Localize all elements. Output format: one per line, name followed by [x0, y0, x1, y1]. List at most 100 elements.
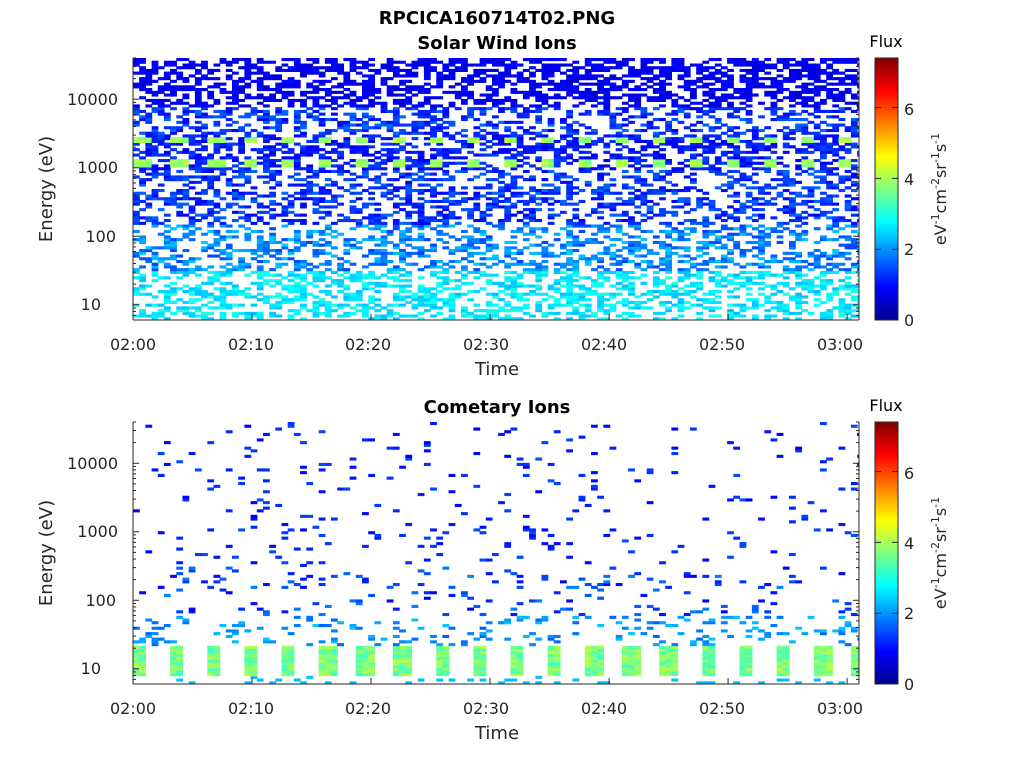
heatmap-cell [244, 227, 252, 231]
heatmap-cell [801, 101, 809, 105]
heatmap-cell [597, 265, 604, 269]
heatmap-cell [696, 139, 703, 143]
heatmap-cell [671, 227, 679, 231]
heatmap-cell [714, 126, 722, 130]
heatmap-cell [659, 79, 666, 83]
heatmap-cell [677, 74, 685, 78]
heatmap-cell [225, 202, 233, 206]
heatmap-cell [182, 63, 190, 67]
heatmap-cell [275, 88, 283, 92]
heatmap-cell [739, 303, 747, 307]
heatmap-cell [764, 317, 772, 320]
heatmap-cell [355, 276, 363, 280]
heatmap-cell [473, 74, 481, 78]
heatmap-cell [133, 221, 140, 225]
heatmap-cell [151, 167, 159, 171]
heatmap-cell [324, 276, 332, 280]
heatmap-cell [250, 79, 258, 83]
heatmap-cell [287, 300, 295, 304]
heatmap-cell [733, 191, 741, 195]
heatmap-cell [677, 104, 685, 108]
heatmap-cell [194, 298, 202, 302]
heatmap-cell [764, 265, 772, 269]
heatmap-cell [677, 167, 685, 171]
heatmap-cell [232, 169, 239, 173]
heatmap-cell [306, 229, 314, 233]
heatmap-cell [597, 281, 604, 285]
heatmap-cell [498, 142, 505, 146]
heatmap-cell [615, 139, 623, 143]
heatmap-cell [566, 281, 573, 285]
heatmap-cell [504, 210, 512, 214]
heatmap-cell [628, 156, 635, 160]
heatmap-cell [170, 159, 177, 163]
heatmap-cell [417, 254, 425, 258]
heatmap-cell [485, 88, 493, 92]
heatmap-cell [615, 254, 623, 258]
heatmap-cell [782, 281, 790, 285]
heatmap-cell [213, 131, 221, 135]
heatmap-cell [751, 197, 759, 201]
heatmap-cell [275, 172, 283, 176]
heatmap-cell [250, 221, 258, 225]
heatmap-cell [355, 292, 363, 296]
heatmap-cell [368, 213, 375, 217]
heatmap-cell [238, 205, 245, 209]
heatmap-cell [256, 88, 264, 92]
heatmap-cell [498, 180, 505, 184]
heatmap-cell [225, 262, 233, 266]
heatmap-cell [337, 120, 344, 124]
heatmap-cell [170, 197, 177, 201]
heatmap-cell [696, 311, 703, 315]
heatmap-cell [207, 96, 215, 100]
heatmap-cell [182, 96, 190, 100]
heatmap-cell [374, 298, 382, 302]
heatmap-cell [399, 295, 406, 299]
heatmap-cell [225, 142, 233, 146]
heatmap-cell [492, 199, 499, 203]
heatmap-cell [293, 273, 301, 277]
heatmap-cell [244, 159, 252, 163]
heatmap-cell [745, 142, 753, 146]
heatmap-cell [492, 309, 499, 313]
heatmap-cell [584, 303, 592, 307]
heatmap-cell [318, 243, 326, 247]
heatmap-cell [770, 139, 778, 143]
heatmap-cell [331, 139, 338, 143]
heatmap-cell [454, 292, 462, 296]
heatmap-cell [461, 118, 468, 122]
heatmap-cell [188, 210, 196, 214]
heatmap-cell [671, 169, 679, 173]
heatmap-cell [479, 71, 487, 75]
heatmap-cell [232, 142, 239, 146]
heatmap-cell [362, 150, 369, 154]
heatmap-cell [795, 219, 802, 223]
heatmap-cell [417, 104, 425, 108]
heatmap-cell [764, 295, 772, 299]
heatmap-cell [368, 74, 375, 78]
heatmap-cell [318, 139, 326, 143]
heatmap-cell [696, 129, 703, 133]
heatmap-cell [133, 202, 140, 206]
heatmap-cell [324, 129, 332, 133]
heatmap-cell [504, 161, 512, 165]
heatmap-cell [541, 273, 549, 277]
heatmap-cell [634, 235, 642, 239]
heatmap-cell [510, 180, 518, 184]
heatmap-cell [244, 175, 252, 179]
heatmap-cell [349, 118, 357, 122]
heatmap-cell [535, 197, 543, 201]
heatmap-cell [733, 90, 741, 94]
heatmap-cell [405, 79, 413, 83]
heatmap-cell [751, 131, 759, 135]
heatmap-cell [133, 109, 140, 113]
heatmap-cell [355, 66, 363, 70]
heatmap-cell [448, 295, 456, 299]
heatmap-cell [671, 281, 679, 285]
heatmap-cell [473, 159, 481, 163]
heatmap-cell [275, 300, 283, 304]
heatmap-cell [324, 191, 332, 195]
heatmap-cell [621, 109, 629, 113]
heatmap-cell [708, 279, 716, 283]
heatmap-cell [541, 77, 549, 81]
